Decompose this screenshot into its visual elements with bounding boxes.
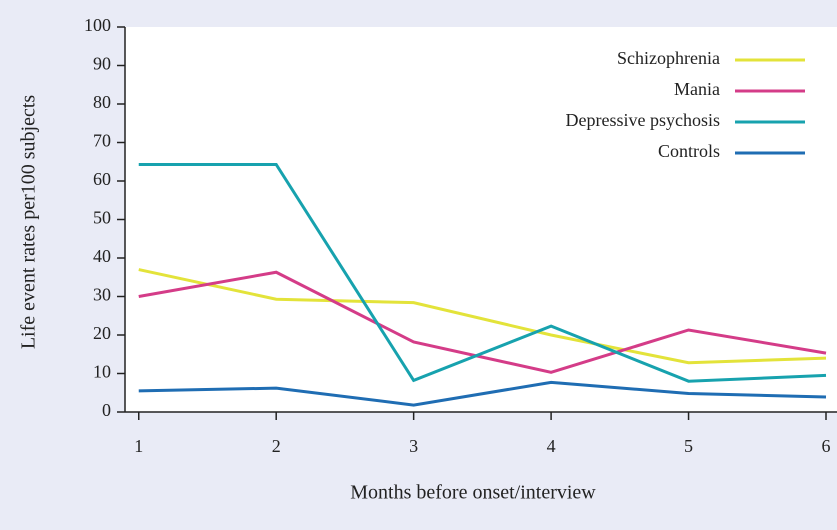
legend-label: Schizophrenia [617, 48, 720, 68]
y-tick-label: 100 [84, 15, 111, 35]
plot-area [125, 27, 837, 412]
series-line [138, 380, 827, 407]
y-tick-label: 90 [93, 54, 111, 74]
legend-label: Controls [658, 141, 720, 161]
legend-label: Mania [674, 79, 720, 99]
y-tick-label: 0 [102, 400, 111, 420]
x-tick-label: 2 [272, 436, 281, 456]
legend-label: Depressive psychosis [566, 110, 720, 130]
x-tick-label: 1 [134, 436, 143, 456]
y-tick-label: 80 [93, 92, 111, 112]
y-tick-label: 60 [93, 169, 111, 189]
y-tick-label: 20 [93, 323, 111, 343]
y-tick-label: 30 [93, 285, 111, 305]
x-tick-label: 4 [547, 436, 556, 456]
series-line [138, 268, 827, 365]
series-line [138, 162, 827, 383]
x-tick-label: 6 [822, 436, 831, 456]
x-axis-label: Months before onset/interview [350, 482, 596, 504]
y-tick-label: 10 [93, 362, 111, 382]
x-tick-label: 5 [684, 436, 693, 456]
x-tick-label: 3 [409, 436, 418, 456]
y-axis-label: Life event rates per100 subjects [18, 95, 40, 350]
y-tick-label: 70 [93, 131, 111, 151]
y-tick-label: 50 [93, 208, 111, 228]
series-line [138, 270, 827, 374]
y-tick-label: 40 [93, 246, 111, 266]
